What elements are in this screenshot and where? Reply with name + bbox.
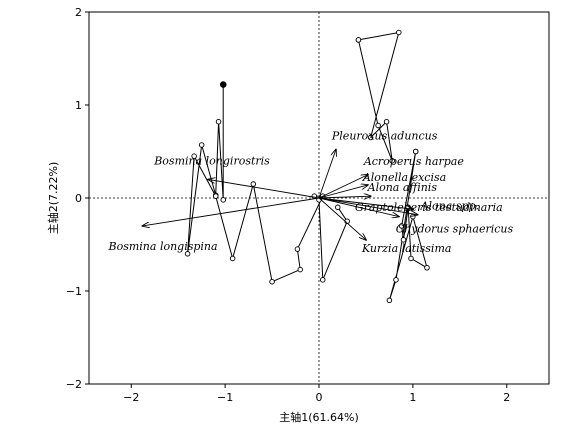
site-point-0-1 bbox=[220, 197, 226, 203]
label-graptoleberis-testudinaria: Graptoleberis testudinaria bbox=[355, 201, 503, 214]
vector-graptoleberis-testudinaria bbox=[318, 197, 413, 209]
y-tick-label-0: −2 bbox=[66, 378, 82, 391]
site-point-3-2 bbox=[386, 297, 393, 304]
x-tick-label-1: −1 bbox=[217, 391, 233, 404]
site-point-0-11 bbox=[297, 266, 303, 273]
species-vectors bbox=[143, 150, 418, 240]
vector-kurzia-latissima bbox=[318, 197, 366, 240]
site-point-3-9 bbox=[412, 148, 419, 155]
label-acroperus-harpae: Acroperus harpae bbox=[363, 155, 465, 168]
site-point-0-10 bbox=[269, 278, 275, 285]
vector-alona-spp bbox=[318, 197, 418, 215]
vector-alonella-excisa bbox=[318, 185, 368, 199]
species-labels: Pleuroxus aduncus Acroperus harpae Alonell… bbox=[108, 130, 514, 255]
y-axis-title: 主轴2(7.22%) bbox=[46, 162, 60, 235]
site-point-0-4 bbox=[198, 142, 205, 148]
site-point-1-1 bbox=[320, 277, 326, 283]
vector-chydorus-sphaericus bbox=[318, 197, 399, 217]
site-point-0-6 bbox=[191, 153, 197, 159]
x-tick-label-0: −2 bbox=[123, 391, 139, 404]
x-tick-label-4: 2 bbox=[503, 391, 510, 404]
label-alona-spp: Alona spp. bbox=[420, 200, 479, 213]
site-polygon-3 bbox=[388, 151, 428, 301]
x-tick-label-3: 1 bbox=[409, 391, 416, 404]
site-point-1-3 bbox=[335, 204, 341, 211]
label-bosmina-longispina: Bosmina longispina bbox=[108, 240, 218, 253]
site-polygon-1 bbox=[318, 199, 348, 280]
x-axis-title: 主轴1(61.64%) bbox=[279, 410, 359, 424]
y-tick-label-4: 2 bbox=[75, 6, 82, 19]
vector-bosmina-longispina bbox=[143, 197, 320, 226]
y-tick-label-1: −1 bbox=[66, 285, 82, 298]
site-point-3-3 bbox=[410, 213, 416, 220]
label-alona-affinis: Alona affinis bbox=[367, 181, 438, 194]
vector-pleuroxus-aduncus bbox=[318, 150, 336, 199]
site-point-2-2 bbox=[367, 134, 374, 141]
label-alonella-excisa: Alonella excisa bbox=[362, 171, 446, 184]
site-point-2-5 bbox=[375, 122, 381, 129]
axis-ticks: −2 −1 0 1 2 −2 −1 0 1 2 bbox=[66, 6, 510, 404]
x-tick-label-2: 0 bbox=[316, 391, 323, 404]
y-tick-label-2: 0 bbox=[75, 192, 82, 205]
site-point-2-3 bbox=[383, 118, 390, 125]
site-point-3-1 bbox=[393, 277, 399, 283]
site-point-0-9 bbox=[250, 181, 257, 187]
site-point-0-2 bbox=[215, 118, 222, 125]
vector-alona-affinis bbox=[318, 196, 371, 198]
site-point-2-4 bbox=[389, 158, 395, 164]
site-point-0-5 bbox=[184, 251, 191, 257]
site-point-0-7 bbox=[212, 193, 219, 199]
site-point-0-8 bbox=[229, 255, 236, 262]
label-kurzia-latissima: Kurzia latissima bbox=[361, 242, 452, 255]
site-point-2-1 bbox=[396, 29, 402, 36]
site-point-2-6 bbox=[355, 37, 362, 43]
vector-acroperus-harpae bbox=[318, 175, 368, 199]
site-point-3-8 bbox=[398, 223, 405, 229]
label-chydorus-sphaericus: Chydorus sphaericus bbox=[396, 223, 514, 236]
site-point-filled bbox=[219, 81, 227, 88]
site-point-3-5 bbox=[408, 255, 414, 262]
site-point-3-7 bbox=[400, 237, 407, 243]
label-bosmina-longirostris: Bosmina longirostris bbox=[153, 154, 270, 167]
label-pleuroxus-aduncus: Pleuroxus aduncus bbox=[331, 130, 438, 143]
site-point-3-4 bbox=[424, 265, 430, 271]
site-point-0-12 bbox=[294, 246, 301, 252]
vector-bosmina-longirostris bbox=[208, 179, 320, 199]
y-tick-label-3: 1 bbox=[75, 99, 82, 112]
